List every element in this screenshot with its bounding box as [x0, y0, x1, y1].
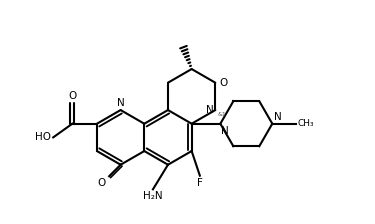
Text: N: N — [206, 105, 213, 115]
Text: O: O — [97, 178, 105, 188]
Text: N: N — [117, 98, 124, 108]
Text: F: F — [197, 178, 203, 188]
Text: &1: &1 — [217, 112, 226, 117]
Text: CH₃: CH₃ — [297, 119, 314, 128]
Text: O: O — [219, 78, 228, 88]
Text: O: O — [68, 91, 76, 101]
Text: HO: HO — [35, 132, 51, 142]
Text: H₂N: H₂N — [143, 191, 163, 201]
Text: N: N — [221, 126, 229, 136]
Text: N: N — [274, 112, 282, 122]
